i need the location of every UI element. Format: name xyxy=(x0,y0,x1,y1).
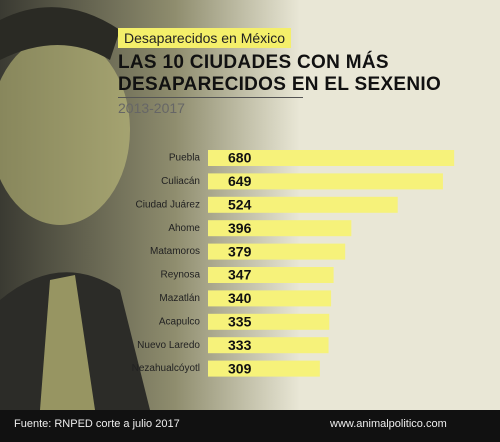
category-label: Ahome xyxy=(168,223,200,234)
bar xyxy=(208,360,320,377)
bar xyxy=(208,267,334,283)
footer xyxy=(0,410,500,442)
category-label: Mazatlán xyxy=(159,293,200,304)
value-label: 340 xyxy=(228,290,252,306)
value-label: 309 xyxy=(228,360,252,376)
bar xyxy=(208,220,352,237)
bar xyxy=(208,243,346,260)
source: Fuente: RNPED corte a julio 2017 xyxy=(14,418,180,430)
category-label: Acapulco xyxy=(159,316,201,327)
bar xyxy=(208,337,329,354)
category-label: Nezahualcóyotl xyxy=(132,363,200,374)
bar xyxy=(208,313,330,330)
bar xyxy=(208,196,398,213)
category-label: Matamoros xyxy=(150,246,200,257)
value-label: 347 xyxy=(228,267,252,283)
bar xyxy=(208,290,332,307)
value-label: 680 xyxy=(228,150,252,166)
value-label: 649 xyxy=(228,173,252,189)
tag: Desaparecidos en México xyxy=(118,28,292,48)
subtitle: 2013-2017 xyxy=(118,100,185,116)
value-label: 335 xyxy=(228,314,252,330)
value-label: 379 xyxy=(228,243,252,259)
bar xyxy=(208,173,443,190)
category-label: Ciudad Juárez xyxy=(136,199,200,210)
value-label: 333 xyxy=(228,337,252,353)
bar xyxy=(208,150,455,166)
divider xyxy=(118,97,303,98)
category-label: Culiacán xyxy=(161,176,200,187)
category-label: Puebla xyxy=(169,153,201,164)
website: www.animalpolitico.com xyxy=(330,418,447,430)
category-label: Nuevo Laredo xyxy=(137,340,200,351)
category-label: Reynosa xyxy=(161,270,201,281)
chart-title: LAS 10 CIUDADES CON MÁS DESAPARECIDOS EN… xyxy=(118,52,442,95)
value-label: 524 xyxy=(228,197,252,213)
value-label: 396 xyxy=(228,220,252,236)
